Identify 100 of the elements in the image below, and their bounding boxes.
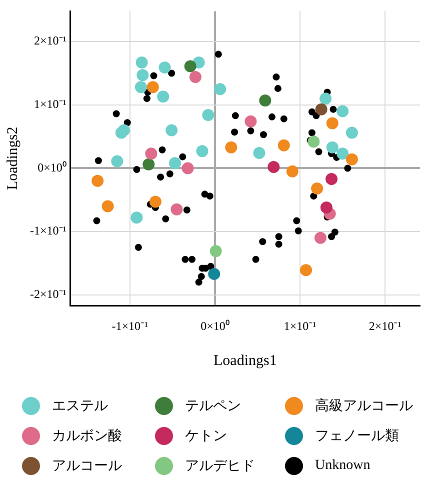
point: [336, 148, 349, 160]
point: [214, 83, 226, 96]
point: [253, 147, 266, 160]
point: [346, 153, 358, 166]
y-tick-label: -1×10⁻¹: [30, 224, 67, 238]
point: [134, 81, 147, 94]
point: [210, 245, 222, 258]
point: [94, 157, 102, 164]
legend-label: フェノール類: [315, 428, 399, 445]
point: [188, 256, 196, 263]
point: [331, 228, 338, 236]
point: [268, 160, 280, 173]
point: [272, 74, 280, 81]
point: [184, 60, 196, 72]
point: [300, 264, 312, 276]
point: [145, 148, 158, 160]
point: [170, 203, 183, 216]
x-tick-label: 2×10⁻¹: [368, 318, 402, 333]
point: [320, 201, 332, 214]
point: [136, 69, 149, 82]
point: [162, 215, 170, 222]
point: [179, 153, 186, 160]
point: [280, 115, 288, 122]
point: [182, 162, 194, 174]
x-tick-label: 0×10⁰: [200, 318, 230, 333]
y-tick-label: 1×10⁻¹: [34, 97, 67, 112]
point: [315, 148, 322, 156]
point: [326, 117, 338, 130]
point: [274, 84, 282, 92]
point: [166, 170, 174, 178]
point: [259, 238, 266, 246]
point: [308, 129, 316, 136]
point: [182, 256, 189, 263]
point: [268, 113, 276, 120]
point: [118, 124, 130, 136]
point: [320, 92, 332, 105]
point: [142, 158, 155, 170]
point: [326, 172, 338, 185]
point: [293, 217, 300, 224]
point: [252, 256, 260, 263]
point: [202, 109, 214, 122]
point: [225, 141, 238, 154]
point: [336, 105, 349, 118]
legend-label: 高級アルコール: [315, 397, 413, 415]
point: [168, 70, 176, 77]
x-axis-title: Loadings1: [214, 352, 277, 369]
point: [232, 112, 239, 120]
point: [275, 240, 282, 248]
point: [169, 157, 181, 170]
legend-label: テルペン: [185, 398, 241, 415]
point: [195, 278, 202, 286]
point: [158, 62, 171, 74]
point: [310, 192, 318, 200]
y-tick-label: -2×10⁻¹: [30, 286, 67, 301]
legend-label: カルボン酸: [52, 428, 122, 445]
point: [133, 166, 140, 173]
point: [111, 155, 124, 168]
point: [259, 94, 272, 106]
point: [214, 50, 222, 58]
legend-label: アルデヒド: [185, 458, 255, 475]
point: [102, 200, 114, 212]
point: [260, 131, 267, 138]
point: [346, 126, 358, 139]
point: [286, 165, 298, 178]
point: [231, 128, 238, 136]
x-tick-label: 1×10⁻¹: [284, 318, 317, 333]
point: [92, 174, 104, 187]
point: [196, 145, 208, 158]
point: [244, 115, 257, 128]
point: [275, 233, 282, 240]
point: [136, 56, 148, 68]
point: [189, 71, 202, 84]
point: [150, 72, 158, 80]
point: [158, 146, 166, 154]
point: [149, 196, 162, 208]
point: [278, 139, 290, 152]
point: [157, 174, 164, 181]
y-tick-label: 0×10⁰: [38, 160, 66, 174]
point: [314, 232, 326, 244]
legend-label: Unknown: [315, 458, 370, 474]
point: [311, 182, 324, 194]
point: [134, 244, 142, 251]
point: [308, 136, 320, 148]
point: [294, 227, 302, 234]
point: [208, 268, 220, 280]
legend-label: ケトン: [185, 428, 227, 445]
point: [247, 127, 254, 134]
y-tick-label: 2×10⁻¹: [34, 34, 67, 48]
point: [308, 108, 316, 116]
point: [166, 124, 178, 136]
legend-label: アルコール: [52, 458, 122, 475]
y-axis-title: Loadings2: [4, 126, 21, 190]
legend-label: エステル: [52, 398, 108, 415]
point: [112, 110, 120, 118]
point: [344, 164, 352, 172]
point: [326, 141, 338, 154]
point: [93, 217, 100, 224]
x-tick-label: -1×10⁻¹: [112, 318, 148, 333]
point: [157, 90, 170, 103]
point: [206, 192, 214, 200]
